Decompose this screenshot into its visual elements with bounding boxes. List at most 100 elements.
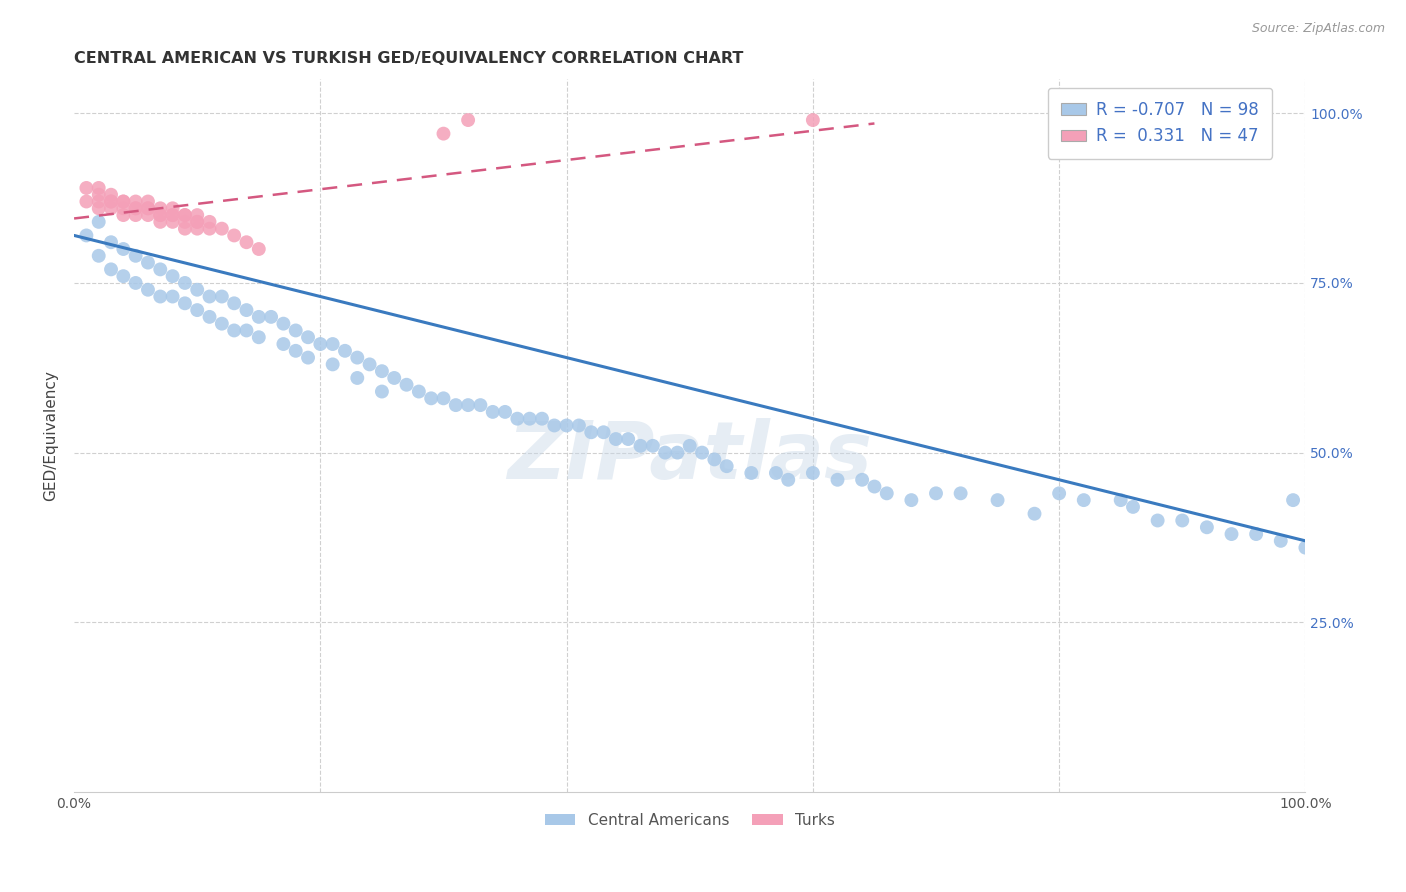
Point — [149, 262, 172, 277]
Text: CENTRAL AMERICAN VS TURKISH GED/EQUIVALENCY CORRELATION CHART: CENTRAL AMERICAN VS TURKISH GED/EQUIVALE… — [75, 51, 744, 66]
Point — [211, 317, 233, 331]
Point — [186, 283, 208, 297]
Point — [630, 439, 652, 453]
Point — [124, 202, 146, 216]
Point — [925, 486, 948, 500]
Point — [395, 377, 418, 392]
Point — [494, 405, 516, 419]
Point — [149, 202, 172, 216]
Point — [124, 249, 146, 263]
Point — [100, 262, 122, 277]
Point — [322, 358, 344, 372]
Point — [1220, 527, 1243, 541]
Point — [174, 215, 197, 229]
Point — [87, 249, 110, 263]
Point — [136, 283, 159, 297]
Point — [112, 194, 135, 209]
Point — [506, 411, 529, 425]
Point — [273, 337, 295, 351]
Point — [690, 445, 713, 459]
Point — [555, 418, 578, 433]
Point — [149, 289, 172, 303]
Point — [1047, 486, 1070, 500]
Point — [174, 296, 197, 310]
Point — [174, 221, 197, 235]
Legend: Central Americans, Turks: Central Americans, Turks — [538, 807, 841, 834]
Point — [100, 194, 122, 209]
Point — [112, 208, 135, 222]
Point — [100, 194, 122, 209]
Point — [273, 317, 295, 331]
Point — [224, 296, 246, 310]
Point — [100, 235, 122, 250]
Point — [186, 215, 208, 229]
Point — [346, 371, 368, 385]
Point — [124, 276, 146, 290]
Point — [162, 269, 184, 284]
Point — [112, 194, 135, 209]
Point — [1109, 493, 1132, 508]
Point — [186, 208, 208, 222]
Point — [876, 486, 898, 500]
Point — [617, 432, 640, 446]
Point — [224, 228, 246, 243]
Point — [801, 466, 824, 480]
Point — [162, 208, 184, 222]
Point — [1244, 527, 1267, 541]
Point — [470, 398, 492, 412]
Point — [136, 202, 159, 216]
Point — [235, 323, 257, 337]
Point — [87, 215, 110, 229]
Point — [198, 310, 221, 324]
Point — [198, 215, 221, 229]
Point — [136, 202, 159, 216]
Point — [322, 337, 344, 351]
Point — [211, 221, 233, 235]
Point — [124, 194, 146, 209]
Point — [703, 452, 725, 467]
Point — [382, 371, 405, 385]
Point — [666, 445, 689, 459]
Point — [641, 439, 664, 453]
Point — [174, 276, 197, 290]
Point — [827, 473, 849, 487]
Point — [260, 310, 283, 324]
Point — [112, 242, 135, 256]
Point — [162, 289, 184, 303]
Point — [346, 351, 368, 365]
Point — [1024, 507, 1046, 521]
Point — [444, 398, 467, 412]
Point — [75, 181, 97, 195]
Point — [568, 418, 591, 433]
Point — [136, 255, 159, 269]
Point — [900, 493, 922, 508]
Point — [420, 392, 443, 406]
Y-axis label: GED/Equivalency: GED/Equivalency — [44, 370, 58, 501]
Point — [198, 289, 221, 303]
Point — [284, 323, 307, 337]
Point — [371, 384, 394, 399]
Point — [124, 208, 146, 222]
Point — [605, 432, 627, 446]
Point — [1294, 541, 1316, 555]
Point — [136, 194, 159, 209]
Point — [432, 127, 454, 141]
Point — [371, 364, 394, 378]
Point — [87, 202, 110, 216]
Point — [432, 392, 454, 406]
Point — [87, 181, 110, 195]
Point — [149, 208, 172, 222]
Point — [75, 194, 97, 209]
Point — [162, 215, 184, 229]
Point — [100, 187, 122, 202]
Point — [235, 303, 257, 318]
Point — [149, 215, 172, 229]
Point — [801, 113, 824, 128]
Point — [186, 215, 208, 229]
Point — [457, 113, 479, 128]
Point — [851, 473, 873, 487]
Point — [309, 337, 332, 351]
Point — [162, 208, 184, 222]
Point — [333, 343, 356, 358]
Point — [1146, 514, 1168, 528]
